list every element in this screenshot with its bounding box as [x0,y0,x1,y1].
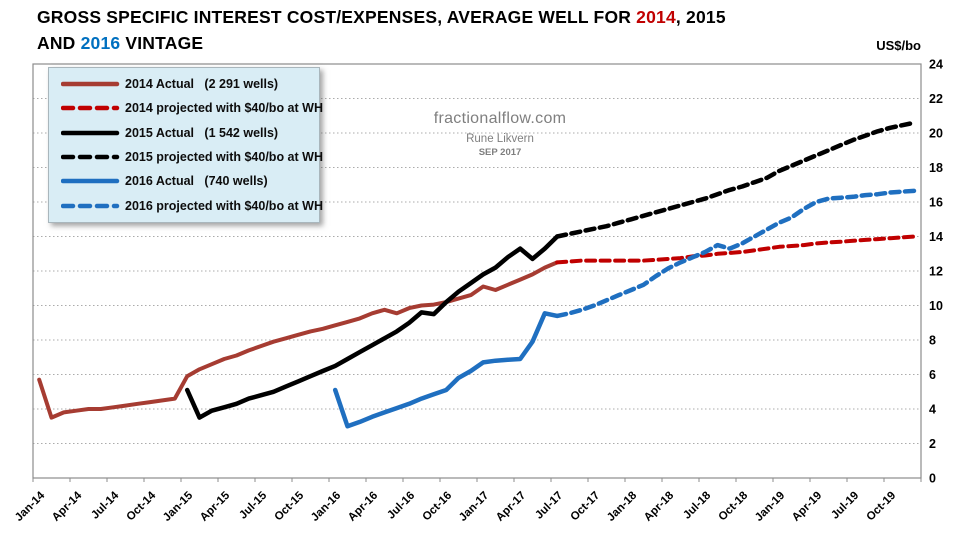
x-axis-label: Jan-17 [457,490,491,524]
legend-solid-line-swatch [61,179,120,184]
y-axis-label: 24 [929,58,943,72]
legend-item: 2015 Actual (1 542 wells) [61,122,319,144]
y-axis-label: 2 [929,437,936,451]
series-line [332,311,560,429]
x-axis-label: Apr-14 [50,489,85,524]
legend-item: 2014 Actual (2 291 wells) [61,73,319,95]
legend-item: 2016 projected with $40/bo at WH [61,195,323,217]
legend-dashed-line-swatch [61,106,120,111]
chart-title-line: GROSS SPECIFIC INTEREST COST/EXPENSES, A… [37,4,877,30]
x-axis-label: Jul-18 [681,489,713,521]
legend-solid-line-swatch [61,130,120,136]
chart-title-segment: GROSS SPECIFIC INTEREST COST/EXPENSES, A… [37,7,637,27]
x-axis-label: Jan-14 [13,489,48,524]
legend-dashed-line-swatch [61,203,120,209]
legend-label: 2014 projected with $40/bo at WH [125,101,323,116]
series-line [554,120,918,239]
series-line [184,234,560,420]
y-axis-label: 4 [929,403,936,417]
legend-label: 2014 Actual (2 291 wells) [125,77,279,92]
y-axis-unit: US$/bo [876,38,921,53]
series-line [555,234,917,265]
x-axis-label: Apr-18 [642,489,677,524]
x-axis-label: Jul-14 [89,489,121,521]
x-axis-label: Jan-16 [309,490,343,524]
x-axis-label: Oct-16 [420,490,454,524]
legend-solid-line-swatch [61,81,120,87]
legend-item: 2014 projected with $40/bo at WH [61,97,323,119]
y-axis-label: 8 [929,334,936,348]
chart-title-segment: AND [37,33,81,53]
x-axis-label: Jul-17 [533,490,565,522]
x-axis-label: Jan-18 [605,489,640,524]
legend-label: 2016 projected with $40/bo at WH [125,198,323,213]
legend-item: 2016 Actual (740 wells) [61,170,319,192]
series-line [37,260,560,420]
x-axis-label: Oct-15 [272,489,306,523]
x-axis-label: Jan-19 [753,490,787,524]
y-axis-label: 22 [929,92,943,106]
y-axis-label: 6 [929,368,936,382]
chart-legend: 2014 Actual (2 291 wells) 2014 projected … [48,67,323,223]
x-axis-label: Oct-17 [568,490,602,524]
y-axis-label: 14 [929,230,943,244]
y-axis-label: 18 [929,161,943,175]
chart-title: GROSS SPECIFIC INTEREST COST/EXPENSES, A… [37,4,877,56]
y-axis-label: 16 [929,196,943,210]
x-axis-label: Apr-15 [198,489,233,524]
chart-title-segment: 2014 [636,7,676,27]
legend-item: 2015 projected with $40/bo at WH [61,146,323,168]
legend-label: 2016 Actual (740 wells) [125,174,268,189]
x-axis-label: Apr-16 [346,490,380,524]
y-axis-label: 0 [929,472,936,486]
x-axis-label: Jan-15 [161,489,196,524]
x-axis-label: Apr-19 [790,490,824,524]
x-axis-label: Apr-17 [494,490,528,524]
x-axis-label: Oct-18 [716,489,750,523]
y-axis-label: 12 [929,265,943,279]
chart-title-segment: VINTAGE [120,33,204,53]
chart-title-segment: 2016 [80,33,121,53]
chart-title-line: AND 2016 VINTAGE [37,30,877,56]
x-axis-label: Jul-16 [385,490,417,522]
legend-label: 2015 Actual (1 542 wells) [125,125,279,140]
x-axis-label: Oct-19 [864,490,898,524]
chart-title-segment: , 2015 [675,7,726,27]
y-axis-label: 10 [929,299,943,313]
legend-label: 2015 projected with $40/bo at WH [125,150,323,165]
x-axis-label: Jul-15 [237,489,269,521]
x-axis-label: Oct-14 [124,489,158,523]
legend-dashed-line-swatch [61,154,120,160]
x-axis-label: Jul-19 [829,490,861,522]
y-axis-label: 20 [929,127,943,141]
series-line [554,188,918,319]
